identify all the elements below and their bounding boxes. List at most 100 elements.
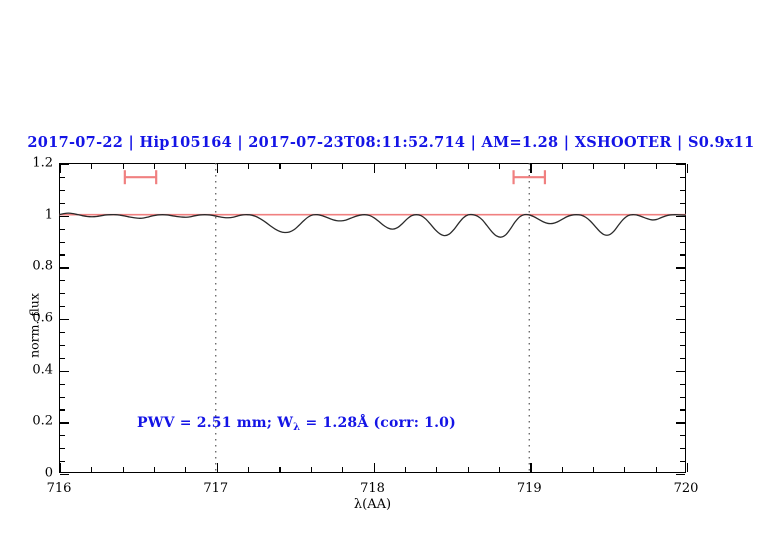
x-tick-minor (436, 467, 438, 472)
y-tick-minor (60, 435, 65, 437)
y-tick-major (60, 474, 69, 476)
x-axis-title: λ(AA) (353, 497, 392, 512)
y-tick-label: 0.2 (32, 413, 53, 429)
x-tick-top-minor (248, 164, 250, 169)
y-tick-minor (60, 383, 65, 385)
y-tick-label: 0.8 (32, 258, 53, 274)
y-tick-minor (60, 254, 65, 256)
x-tick-top-minor (655, 164, 657, 169)
y-tick-right-minor (680, 189, 685, 191)
x-tick-minor (91, 467, 93, 472)
x-tick-top-minor (185, 164, 187, 169)
y-tick-minor (60, 280, 65, 282)
y-tick-right-minor (680, 435, 685, 437)
y-tick-label: 0.4 (32, 362, 53, 378)
x-tick-top-minor (154, 164, 156, 169)
x-tick-minor (592, 467, 595, 472)
plot-area (59, 163, 686, 473)
x-tick-top-minor (561, 164, 563, 169)
line-region-marker-1 (123, 170, 158, 185)
y-tick-major (60, 215, 69, 217)
x-tick-top-minor (467, 164, 469, 169)
x-tick-major (530, 463, 532, 472)
axes-frame (59, 163, 686, 473)
y-tick-right-major (676, 422, 685, 424)
x-tick-minor (467, 467, 469, 472)
y-tick-right-major (676, 370, 685, 372)
x-tick-minor (404, 467, 406, 472)
x-tick-top-minor (436, 164, 438, 169)
y-tick-right-minor (680, 280, 685, 282)
y-tick-right-major (676, 267, 685, 269)
y-tick-minor (60, 396, 65, 398)
y-tick-minor (60, 189, 65, 191)
y-tick-major (60, 422, 69, 424)
x-tick-major (687, 463, 689, 472)
x-tick-major (373, 463, 375, 472)
y-tick-right-minor (680, 254, 685, 256)
x-tick-top-minor (498, 164, 500, 169)
x-tick-label: 720 (673, 481, 699, 496)
x-tick-top-minor (404, 164, 406, 169)
x-tick-minor (122, 467, 124, 472)
y-tick-label: 1 (44, 207, 53, 223)
x-tick-minor (185, 467, 187, 472)
x-tick-minor (310, 467, 312, 472)
y-tick-right-minor (680, 331, 685, 333)
x-tick-minor (154, 467, 156, 472)
y-tick-right-minor (680, 293, 685, 295)
y-tick-minor (60, 448, 65, 450)
y-tick-right-major (676, 474, 685, 476)
annotation-lambda-subscript: λ (293, 422, 301, 433)
y-tick-right-major (676, 164, 685, 166)
x-tick-top-major (216, 164, 219, 173)
y-tick-right-major (676, 319, 685, 321)
annotation-ew-text: = 1.28Å (corr: 1.0) (300, 415, 456, 431)
spectrum-line (59, 212, 686, 238)
y-tick-right-minor (680, 383, 685, 385)
y-tick-right-minor (680, 306, 685, 308)
y-tick-right-minor (680, 344, 685, 346)
y-tick-label: 0.6 (32, 310, 53, 326)
y-axis-title: norm. flux (26, 293, 42, 358)
y-tick-minor (60, 306, 65, 308)
x-tick-top-minor (310, 164, 312, 169)
y-tick-right-minor (680, 228, 685, 230)
y-tick-major (60, 164, 69, 166)
x-tick-top-minor (91, 164, 93, 169)
y-tick-right-minor (680, 202, 685, 204)
y-tick-right-minor (680, 357, 685, 359)
x-tick-minor (624, 467, 626, 472)
x-tick-minor (498, 467, 500, 472)
y-tick-minor (60, 241, 65, 243)
spectrum-svg (59, 163, 686, 473)
y-tick-major (60, 370, 69, 372)
x-tick-label: 716 (46, 481, 72, 496)
y-tick-minor (60, 293, 65, 295)
x-tick-top-minor (122, 164, 124, 169)
x-tick-top-minor (624, 164, 626, 169)
x-tick-top-minor (342, 164, 344, 169)
y-tick-minor (60, 409, 65, 411)
y-tick-right-minor (680, 176, 685, 178)
y-tick-label: 0 (44, 465, 53, 481)
x-tick-minor (561, 467, 563, 472)
y-tick-right-minor (680, 409, 685, 411)
x-tick-major (216, 463, 219, 472)
y-tick-label: 1.2 (32, 155, 53, 171)
x-tick-top-minor (592, 164, 595, 169)
line-region-marker-2 (512, 170, 547, 185)
x-tick-minor (248, 467, 250, 472)
y-tick-major (60, 319, 69, 321)
x-tick-minor (342, 467, 344, 472)
page-title: 2017-07-22 | Hip105164 | 2017-07-23T08:1… (27, 134, 755, 151)
y-tick-minor (60, 331, 65, 333)
y-tick-right-minor (680, 448, 685, 450)
tick-layer (59, 163, 689, 476)
y-tick-right-major (676, 215, 685, 217)
x-tick-label: 718 (360, 481, 385, 496)
x-tick-label: 717 (203, 481, 229, 496)
y-tick-right-minor (680, 396, 685, 398)
y-tick-minor (60, 176, 65, 178)
